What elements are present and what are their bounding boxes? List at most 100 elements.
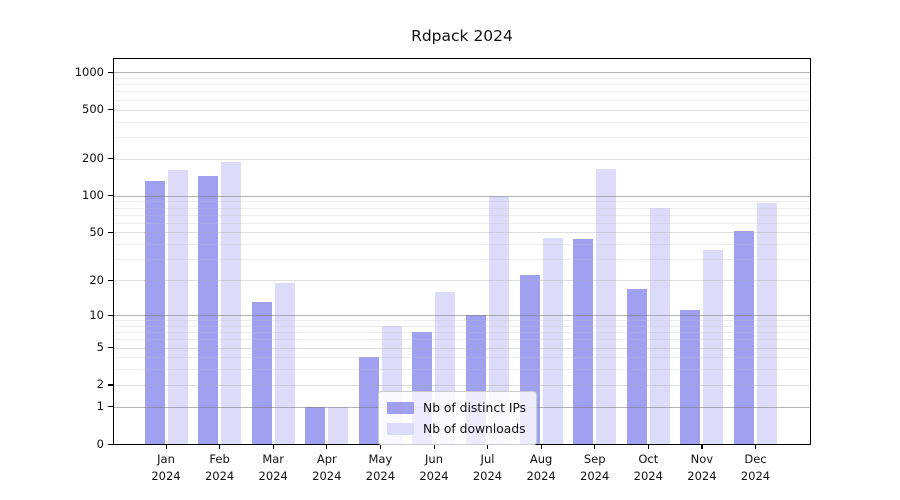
y-tick-label: 1 (96, 399, 104, 414)
legend-label-distinct-ips: Nb of distinct IPs (423, 400, 527, 415)
gridline-faint (114, 214, 810, 216)
gridline-faint (114, 339, 810, 341)
y-tick-mark (108, 347, 113, 349)
gridline-minor (114, 232, 810, 234)
gridline-faint (114, 99, 810, 101)
gridline-faint (114, 77, 810, 79)
legend-entry-downloads: Nb of downloads (387, 418, 526, 439)
bar-downloads-sep (596, 168, 617, 444)
gridline-minor (114, 280, 810, 282)
y-tick-label: 5 (96, 340, 104, 355)
gridline-minor (114, 109, 810, 111)
bar-distinct-ips-mar (251, 302, 272, 444)
x-tick-mark (219, 444, 221, 449)
gridline-faint (114, 84, 810, 86)
bar-downloads-dec (756, 202, 777, 444)
gridline-minor (114, 347, 810, 349)
x-tick-mark (433, 444, 435, 449)
legend-label-downloads: Nb of downloads (423, 421, 526, 436)
y-tick-mark (108, 443, 113, 445)
gridline-faint (114, 136, 810, 138)
gridline-faint (114, 207, 810, 209)
y-tick-label: 100 (82, 188, 104, 203)
gridline-faint (114, 222, 810, 224)
x-tick-label: Apr 2024 (312, 452, 342, 483)
y-tick-label: 0 (96, 436, 104, 451)
bar-distinct-ips-may (358, 357, 379, 444)
x-tick-mark (540, 444, 542, 449)
bar-downloads-mar (274, 282, 295, 444)
gridline-faint (114, 91, 810, 93)
x-tick-mark (272, 444, 274, 449)
chart-title: Rdpack 2024 (411, 27, 513, 45)
y-tick-mark (108, 195, 113, 197)
bar-downloads-apr (328, 406, 349, 444)
x-tick-label: Jul 2024 (472, 452, 503, 483)
gridline-major (114, 195, 810, 197)
bar-downloads-jan (167, 169, 188, 444)
legend-swatch-downloads (387, 422, 414, 435)
bar-distinct-ips-oct (626, 288, 647, 444)
y-tick-label: 1000 (74, 64, 104, 79)
gridline-faint (114, 121, 810, 123)
y-tick-mark (108, 406, 113, 408)
plot-area (113, 58, 811, 445)
y-tick-mark (108, 384, 113, 386)
y-tick-mark (108, 158, 113, 160)
x-tick-mark (755, 444, 757, 449)
bar-downloads-jul (489, 195, 510, 444)
x-tick-mark (165, 444, 167, 449)
x-tick-mark (701, 444, 703, 449)
y-tick-mark (108, 314, 113, 316)
gridline-minor (114, 384, 810, 386)
gridline-faint (114, 320, 810, 322)
x-tick-mark (379, 444, 382, 449)
gridline-faint (114, 244, 810, 246)
bar-downloads-aug (542, 238, 563, 444)
y-tick-mark (108, 109, 113, 111)
x-tick-label: Nov 2024 (687, 452, 717, 483)
x-tick-mark (594, 444, 596, 449)
bar-distinct-ips-feb (198, 175, 219, 444)
y-tick-label: 10 (89, 307, 104, 322)
x-tick-mark (647, 444, 649, 449)
x-tick-label: Sep 2024 (580, 452, 610, 483)
gridline-faint (114, 332, 810, 334)
bar-downloads-oct (649, 207, 670, 444)
legend: Nb of distinct IPs Nb of downloads (378, 391, 538, 445)
x-tick-label: Oct 2024 (633, 452, 663, 483)
x-tick-label: Feb 2024 (204, 452, 235, 483)
bar-distinct-ips-sep (573, 239, 594, 444)
gridline-minor (114, 158, 810, 160)
y-tick-label: 20 (89, 272, 104, 287)
y-tick-mark (108, 71, 113, 73)
y-tick-label: 50 (89, 224, 104, 239)
x-tick-mark (487, 444, 489, 449)
bar-distinct-ips-apr (305, 406, 326, 444)
x-tick-mark (326, 444, 328, 449)
bar-distinct-ips-nov (680, 310, 701, 444)
bar-distinct-ips-jan (144, 181, 165, 444)
x-tick-label: Jan 2024 (151, 452, 181, 483)
gridline-faint (114, 201, 810, 203)
gridline-faint (114, 259, 810, 261)
x-tick-label: May 2024 (365, 452, 396, 483)
y-tick-label: 200 (82, 151, 104, 166)
gridline-faint (114, 357, 810, 359)
bar-downloads-nov (703, 249, 724, 444)
y-tick-mark (108, 231, 113, 234)
gridline-faint (114, 369, 810, 371)
y-tick-label: 500 (82, 102, 104, 116)
x-tick-label: Aug 2024 (526, 452, 556, 483)
x-tick-label: Jun 2024 (419, 452, 449, 483)
x-tick-label: Mar 2024 (258, 452, 288, 483)
y-tick-label: 2 (96, 377, 104, 392)
legend-swatch-distinct-ips (387, 401, 414, 414)
bar-downloads-feb (221, 162, 242, 444)
gridline-faint (114, 325, 810, 327)
gridline-major (114, 315, 810, 316)
gridline-major (114, 72, 810, 74)
bar-distinct-ips-dec (733, 231, 754, 444)
y-tick-mark (108, 279, 113, 281)
legend-entry-distinct-ips: Nb of distinct IPs (387, 397, 526, 418)
